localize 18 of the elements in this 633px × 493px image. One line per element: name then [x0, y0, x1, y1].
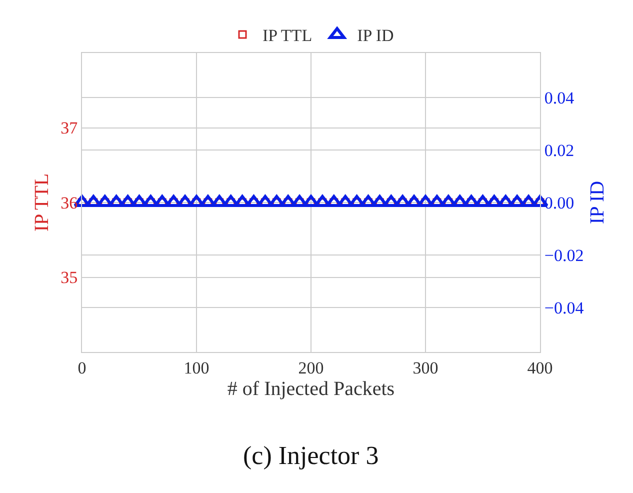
- text: (c) Injector 3: [243, 441, 379, 470]
- y2-tick-label: −0.04: [544, 298, 584, 318]
- x-axis-title: # of Injected Packets: [227, 378, 395, 400]
- x-tick-label: 300: [412, 358, 438, 378]
- y2-tick-label: 0.02: [544, 140, 574, 160]
- y-tick-label: 37: [60, 118, 78, 138]
- x-tick-label: 400: [527, 358, 553, 378]
- x-tick-label: 0: [78, 358, 86, 378]
- x-tick-label: 200: [298, 358, 324, 378]
- legend-label: IP ID: [357, 26, 394, 46]
- y-tick-label: 35: [60, 268, 78, 288]
- y2-tick-label: 0.04: [544, 88, 575, 108]
- x-tick-label: 100: [184, 358, 210, 378]
- y2-axis-title: IP ID: [586, 180, 609, 224]
- y-axis-title: IP TTL: [31, 173, 54, 232]
- y-tick-label: 36: [60, 193, 78, 212]
- legend-label: IP TTL: [262, 26, 312, 46]
- y2-tick-label: −0.02: [544, 246, 584, 265]
